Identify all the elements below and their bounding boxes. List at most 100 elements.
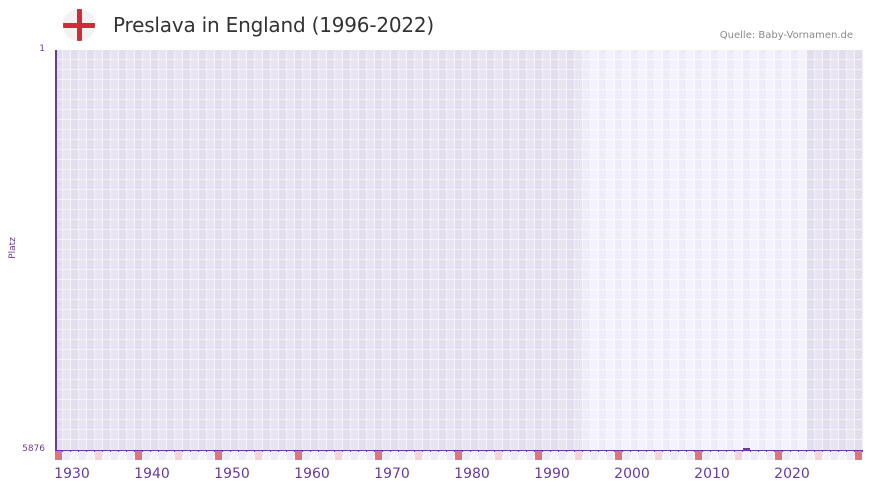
year-cell [191, 451, 198, 460]
year-cell [407, 451, 414, 460]
year-cell [351, 451, 358, 460]
year-cell [767, 451, 774, 460]
x-tick-1990: 1990 [534, 466, 570, 482]
year-cell [471, 451, 478, 460]
data-point-2015[interactable] [743, 448, 750, 450]
year-cell [375, 451, 382, 460]
year-cell [159, 451, 166, 460]
x-tick-1980: 1980 [454, 466, 490, 482]
year-cell [71, 451, 78, 460]
year-cell [535, 451, 542, 460]
year-cell [303, 451, 310, 460]
year-cell [463, 451, 470, 460]
y-axis [55, 50, 57, 451]
source-credit: Quelle: Baby-Vornamen.de [719, 30, 853, 41]
year-cell [239, 451, 246, 460]
x-tick-2000: 2000 [614, 466, 650, 482]
year-cell [663, 451, 670, 460]
x-axis [55, 450, 863, 452]
year-cell [127, 451, 134, 460]
year-cell [271, 451, 278, 460]
year-cell [695, 451, 702, 460]
year-cell [623, 451, 630, 460]
year-cell [279, 451, 286, 460]
x-tick-1930: 1930 [54, 466, 90, 482]
year-cell [735, 451, 742, 460]
year-cell [751, 451, 758, 460]
year-cell [439, 451, 446, 460]
year-cell [815, 451, 822, 460]
year-cell [807, 451, 814, 460]
year-cell [359, 451, 366, 460]
year-cell [527, 451, 534, 460]
year-cell [479, 451, 486, 460]
year-cell [335, 451, 342, 460]
year-cell [783, 451, 790, 460]
year-cell [655, 451, 662, 460]
year-cell [743, 451, 750, 460]
x-tick-2010: 2010 [694, 466, 730, 482]
year-cell [55, 451, 62, 460]
year-cell [583, 451, 590, 460]
plot-area [55, 50, 863, 450]
year-cell [503, 451, 510, 460]
year-cell [799, 451, 806, 460]
year-cell [647, 451, 654, 460]
year-cell [103, 451, 110, 460]
year-cell [343, 451, 350, 460]
year-cell [791, 451, 798, 460]
year-cell [591, 451, 598, 460]
year-cell [167, 451, 174, 460]
year-cell [823, 451, 830, 460]
year-cell [495, 451, 502, 460]
year-cell [687, 451, 694, 460]
year-cell [215, 451, 222, 460]
year-cell [119, 451, 126, 460]
year-cell [719, 451, 726, 460]
year-cell [551, 451, 558, 460]
year-cell [575, 451, 582, 460]
year-cell [247, 451, 254, 460]
year-cell [399, 451, 406, 460]
year-cell [207, 451, 214, 460]
year-cell [679, 451, 686, 460]
year-cell [175, 451, 182, 460]
flag-icon [63, 9, 95, 41]
year-cell [855, 451, 862, 460]
year-cell [639, 451, 646, 460]
year-cell [847, 451, 854, 460]
x-tick-1960: 1960 [294, 466, 330, 482]
year-cell [599, 451, 606, 460]
year-cell [431, 451, 438, 460]
year-cell [423, 451, 430, 460]
year-cell [231, 451, 238, 460]
year-cell [327, 451, 334, 460]
year-cell [727, 451, 734, 460]
year-cell [151, 451, 158, 460]
year-cell [319, 451, 326, 460]
year-cell [559, 451, 566, 460]
year-cell [263, 451, 270, 460]
year-cell [391, 451, 398, 460]
year-cell [775, 451, 782, 460]
year-cell [615, 451, 622, 460]
year-cell [287, 451, 294, 460]
year-cell [255, 451, 262, 460]
year-cell [63, 451, 70, 460]
year-cell [543, 451, 550, 460]
year-cell [703, 451, 710, 460]
year-cell [511, 451, 518, 460]
year-cell [95, 451, 102, 460]
year-cell [519, 451, 526, 460]
year-cell [711, 451, 718, 460]
y-tick-bottom: 5876 [22, 444, 45, 454]
year-cell [631, 451, 638, 460]
year-cell [447, 451, 454, 460]
y-axis-label: Platz [8, 237, 18, 259]
year-cell [79, 451, 86, 460]
x-tick-1970: 1970 [374, 466, 410, 482]
year-cell [839, 451, 846, 460]
year-cell [455, 451, 462, 460]
y-tick-top: 1 [39, 44, 45, 54]
year-cell [367, 451, 374, 460]
